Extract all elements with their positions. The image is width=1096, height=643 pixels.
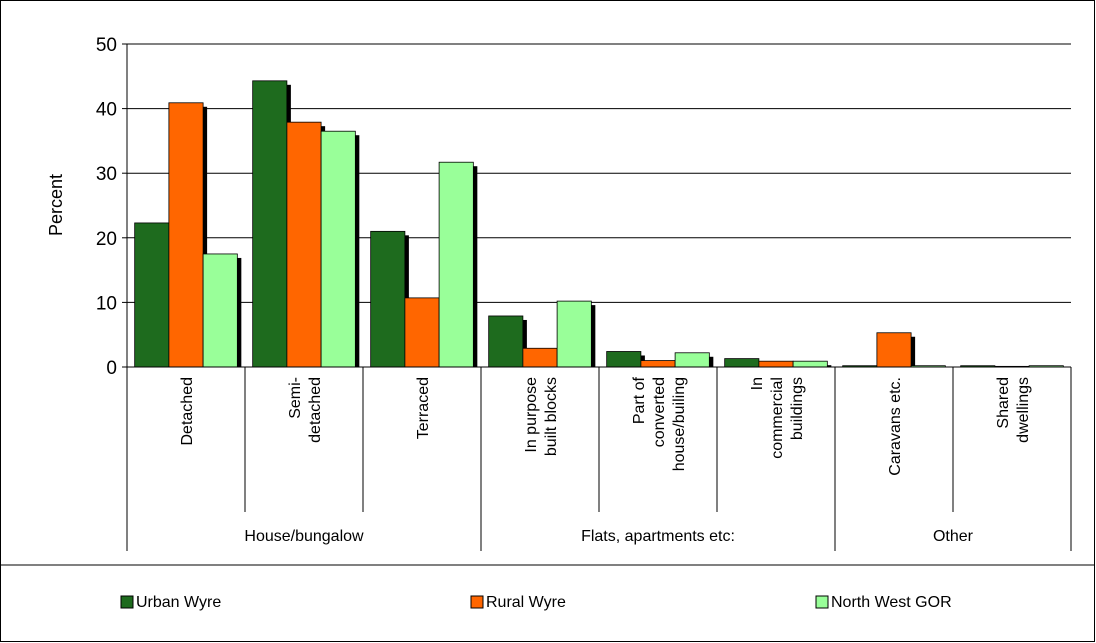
category-label-line: Detached (179, 377, 196, 446)
bar (792, 360, 828, 368)
bar (168, 102, 204, 368)
bar (404, 297, 440, 368)
category-label: Terraced (415, 377, 432, 439)
category-label: Detached (179, 377, 196, 446)
category-label-line: built blocks (543, 377, 560, 456)
y-axis-label: Percent (46, 174, 66, 236)
y-tick-label: 20 (96, 229, 117, 250)
y-tick-label: 10 (96, 293, 117, 314)
category-label: Shared dwellings (995, 377, 1032, 443)
legend: Urban Wyre Rural Wyre North West GOR (120, 594, 952, 611)
category-label: Caravans etc. (887, 377, 904, 476)
y-tick-label: 30 (96, 164, 117, 185)
legend-swatch (120, 595, 134, 609)
category-label: Part of converted house/builing (631, 376, 688, 471)
group-label: House/bungalow (244, 528, 364, 545)
bar (724, 358, 760, 368)
bar (134, 222, 170, 368)
y-tick-label: 0 (106, 358, 117, 379)
bar (320, 130, 356, 368)
category-labels: Detached Semi-detached Terraced In purpose b… (179, 376, 1032, 475)
bar (758, 360, 794, 368)
bar (488, 315, 524, 368)
bar (202, 253, 238, 368)
bar (522, 347, 558, 368)
group-label: Flats, apartments etc: (581, 528, 735, 545)
category-label-line: Part of (631, 376, 648, 424)
y-tick-labels: 0 10 20 30 40 50 (96, 35, 117, 379)
bar (252, 80, 288, 368)
group-label: Other (933, 528, 974, 545)
legend-label: Rural Wyre (486, 594, 566, 611)
category-label-line: dwellings (1015, 377, 1032, 443)
bar (640, 360, 676, 368)
category-label-line: Shared (995, 377, 1012, 429)
legend-label: North West GOR (831, 594, 952, 611)
category-label-line: house/builing (671, 377, 688, 471)
category-label-line: buildings (789, 377, 806, 440)
bar (674, 352, 710, 368)
category-label-line: commercial (769, 377, 786, 459)
bar (370, 230, 406, 368)
bar (876, 332, 912, 368)
y-tick-label: 40 (96, 100, 117, 121)
legend-label: Urban Wyre (136, 594, 221, 611)
category-label-line: In (749, 377, 766, 390)
legend-swatch (470, 595, 484, 609)
category-label-line: Caravans etc. (887, 377, 904, 476)
category-label-line: Terraced (415, 377, 432, 439)
bar (606, 351, 642, 368)
category-label: In purpose built blocks (523, 377, 560, 456)
legend-swatch (815, 595, 829, 609)
bar (286, 121, 322, 368)
bar (438, 161, 474, 368)
axes (122, 43, 1072, 551)
category-label-line: In purpose (523, 377, 540, 453)
group-labels: House/bungalow Flats, apartments etc: Othe… (244, 528, 973, 545)
bars (134, 80, 1064, 368)
category-label-line: converted (651, 377, 668, 447)
bar (556, 300, 592, 368)
category-label: Semi-detached (287, 377, 324, 443)
category-label-line: detached (307, 377, 324, 443)
y-tick-label: 50 (96, 35, 117, 56)
category-label-line: Semi- (287, 377, 304, 419)
category-label: In commercial buildings (749, 377, 806, 459)
